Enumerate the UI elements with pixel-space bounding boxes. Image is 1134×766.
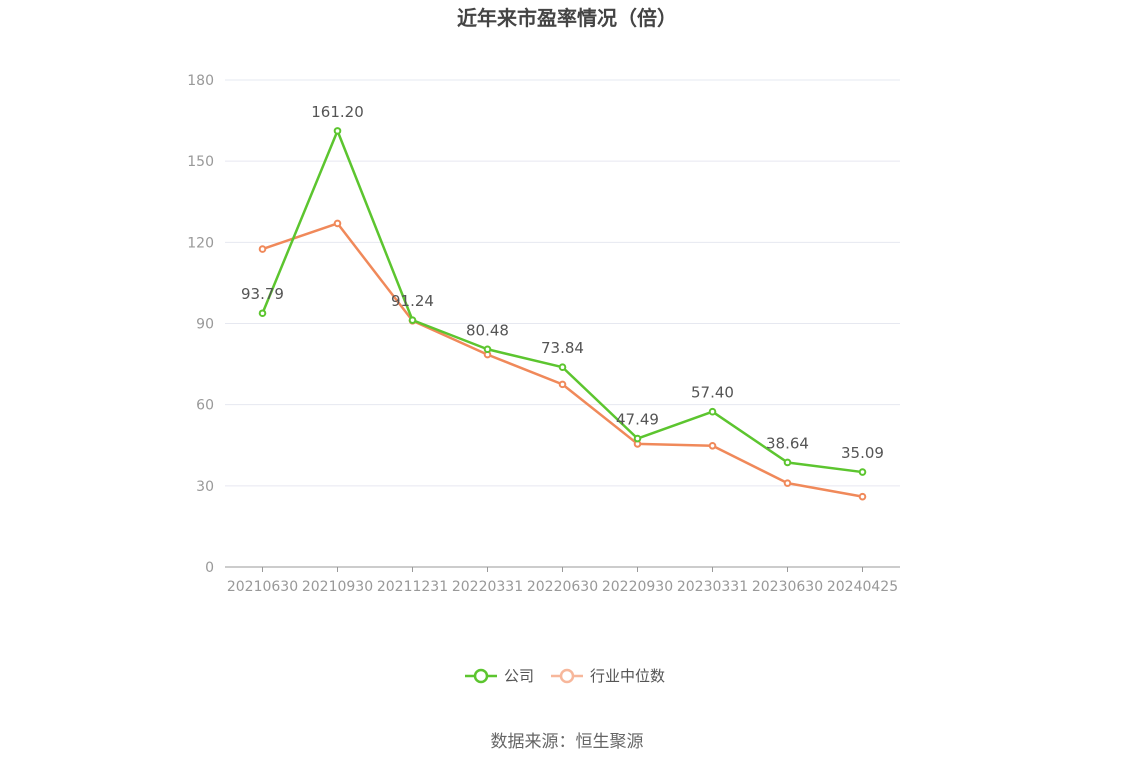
x-tick-label: 20230331 (677, 579, 748, 595)
data-label: 93.79 (241, 285, 284, 303)
x-tick-label: 20211231 (377, 579, 448, 595)
data-label: 38.64 (766, 434, 809, 452)
series-line (261, 129, 863, 474)
y-tick-label: 60 (196, 398, 214, 414)
data-point[interactable] (483, 345, 492, 354)
source-note: 数据来源：恒生聚源 (491, 732, 644, 752)
x-tick-label: 20210630 (227, 579, 298, 595)
y-tick-label: 30 (196, 479, 214, 495)
x-tick-label: 20220331 (452, 579, 523, 595)
x-tick-label: 20220930 (602, 579, 673, 595)
chart-title: 近年来市盈率情况（倍） (457, 6, 677, 30)
y-tick-label: 0 (205, 560, 214, 576)
data-point[interactable] (333, 127, 342, 135)
series-industry-median (258, 219, 867, 501)
y-tick-label: 180 (187, 73, 214, 89)
data-point[interactable] (783, 479, 792, 487)
y-tick-label: 120 (187, 235, 214, 251)
data-label: 47.49 (616, 411, 659, 429)
series-group (258, 127, 867, 501)
legend-label: 公司 (504, 667, 534, 685)
x-tick-label: 20230630 (752, 579, 823, 595)
series-company (258, 127, 867, 476)
data-point[interactable] (258, 245, 267, 253)
data-point[interactable] (783, 458, 792, 467)
legend-item-industry-median[interactable]: 行业中位数 (551, 667, 665, 685)
x-tick-label: 20220630 (527, 579, 598, 595)
legend-marker-icon (559, 668, 575, 684)
data-label: 73.84 (541, 339, 584, 357)
data-label: 80.48 (466, 321, 509, 339)
data-label: 161.20 (311, 103, 364, 121)
data-point[interactable] (258, 309, 267, 318)
legend-item-company[interactable]: 公司 (465, 667, 534, 685)
data-point[interactable] (633, 434, 642, 443)
series-line (262, 222, 863, 498)
data-label: 57.40 (691, 384, 734, 402)
y-tick-label: 90 (196, 317, 214, 333)
axes: 0 30 60 90 120 150 180 20210630 20210930 20211231… (187, 73, 900, 595)
legend-marker-icon (473, 668, 489, 684)
data-label: 35.09 (841, 444, 884, 462)
data-point[interactable] (558, 380, 567, 389)
data-point[interactable] (708, 441, 717, 450)
data-point[interactable] (858, 468, 867, 476)
y-tick-label: 150 (187, 154, 214, 170)
grid-lines (225, 79, 900, 487)
data-labels: 93.79 161.20 91.24 80.48 73.84 47.49 57.40 38.6… (241, 103, 884, 462)
legend-label: 行业中位数 (590, 667, 665, 685)
data-point[interactable] (333, 219, 342, 228)
legend[interactable]: 公司 行业中位数 (465, 667, 665, 685)
x-tick-label: 20240425 (827, 579, 898, 595)
data-label: 91.24 (391, 292, 434, 310)
data-point[interactable] (558, 363, 567, 372)
data-point[interactable] (858, 492, 867, 501)
x-tick-label: 20210930 (302, 579, 373, 595)
data-point[interactable] (408, 316, 417, 324)
data-point[interactable] (708, 407, 717, 416)
